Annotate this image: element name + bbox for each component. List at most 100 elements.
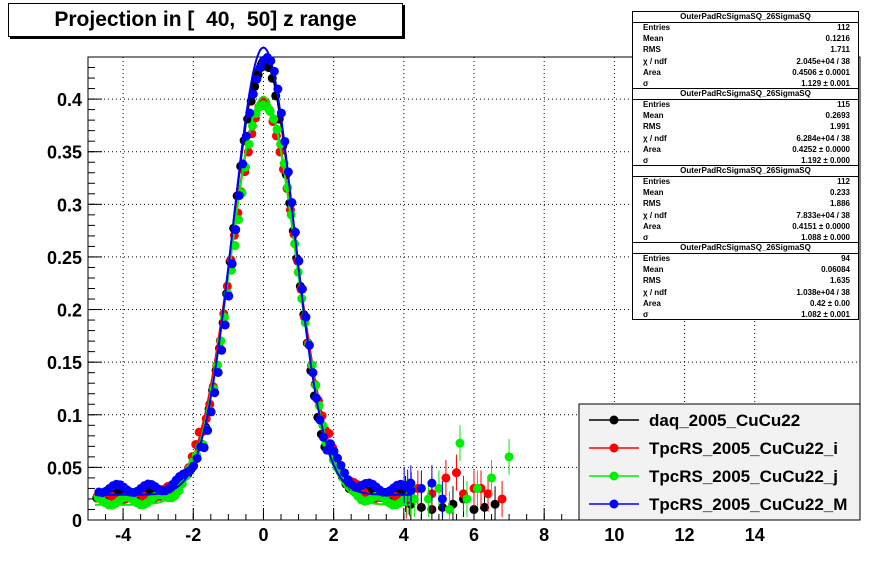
stats-key: σ xyxy=(643,309,649,319)
stats-row: Area 0.4252 ± 0.0000 xyxy=(633,145,858,156)
stats-value: 0.2693 xyxy=(825,111,850,121)
stats-value: 0.42 ± 0.00 xyxy=(810,298,850,308)
stats-row: RMS 1.635 xyxy=(633,276,858,287)
data-point xyxy=(487,473,497,483)
data-point xyxy=(192,453,202,463)
data-point xyxy=(280,136,290,146)
legend-label: TpcRS_2005_CuCu22_j xyxy=(649,467,838,486)
data-point xyxy=(216,336,226,346)
stats-title: OuterPadRcSigmaSQ_26SigmaSQ xyxy=(633,89,858,100)
stats-key: RMS xyxy=(643,199,661,209)
data-point xyxy=(462,494,472,504)
stats-key: χ / ndf xyxy=(643,56,667,66)
stats-box: OuterPadRcSigmaSQ_26SigmaSQ Entries 115 Mea… xyxy=(632,88,859,166)
data-point xyxy=(308,368,318,378)
data-point xyxy=(469,504,479,514)
data-point xyxy=(286,210,296,220)
data-point xyxy=(325,439,335,449)
data-point xyxy=(304,340,314,350)
data-point xyxy=(234,191,244,201)
data-point xyxy=(287,198,297,208)
data-point xyxy=(315,415,325,425)
legend-box xyxy=(578,403,861,521)
data-point xyxy=(427,478,437,488)
stats-row: Area 0.4506 ± 0.0001 xyxy=(633,68,858,79)
stats-row: σ 1.192 ± 0.000 xyxy=(633,156,858,167)
stats-row: σ 1.082 ± 0.001 xyxy=(633,310,858,321)
legend-label: TpcRS_2005_CuCu22_i xyxy=(649,439,838,458)
data-point xyxy=(244,139,254,149)
chart-title: Projection in [ 40, 50] z range xyxy=(54,8,357,31)
data-point xyxy=(329,446,339,456)
stats-row: σ 1.088 ± 0.000 xyxy=(633,233,858,244)
y-tick-label: 0.35 xyxy=(47,143,82,163)
data-point xyxy=(234,215,244,225)
data-point xyxy=(504,452,514,462)
data-point xyxy=(203,425,213,435)
stats-value: 94 xyxy=(841,254,850,263)
data-point xyxy=(332,453,342,463)
data-point xyxy=(455,438,465,448)
data-point xyxy=(301,312,311,322)
x-tick-label: 2 xyxy=(329,525,339,545)
stats-row: χ / ndf 1.038e+04 / 38 xyxy=(633,288,858,299)
stats-row: σ 1.129 ± 0.001 xyxy=(633,79,858,90)
data-point xyxy=(199,443,209,453)
stats-title: OuterPadRcSigmaSQ_26SigmaSQ xyxy=(633,243,858,254)
legend-marker xyxy=(609,415,619,425)
data-point xyxy=(434,483,444,493)
stats-key: χ / ndf xyxy=(643,133,667,143)
data-point xyxy=(473,483,483,493)
stats-value: 1.082 ± 0.001 xyxy=(801,309,850,319)
data-point xyxy=(423,494,433,504)
stats-key: RMS xyxy=(643,122,661,132)
stats-value: 115 xyxy=(837,100,850,109)
x-tick-label: 4 xyxy=(399,525,409,545)
data-point xyxy=(265,106,275,116)
data-point xyxy=(297,284,307,294)
data-point xyxy=(241,131,251,141)
data-point xyxy=(441,473,451,483)
stats-row: Entries 112 xyxy=(633,177,858,188)
data-point xyxy=(276,108,286,118)
stats-panel: OuterPadRcSigmaSQ_26SigmaSQ Entries 112 Mea… xyxy=(632,11,859,320)
y-tick-label: 0.3 xyxy=(57,195,82,215)
x-tick-label: 14 xyxy=(745,525,765,545)
stats-value: 2.045e+04 / 38 xyxy=(796,56,850,66)
x-tick-label: 6 xyxy=(469,525,479,545)
data-point xyxy=(490,499,500,509)
data-point xyxy=(206,407,216,417)
stats-value: 0.233 xyxy=(829,188,850,198)
data-point xyxy=(409,494,419,504)
stats-value: 112 xyxy=(837,23,850,32)
data-point xyxy=(213,367,223,377)
data-point xyxy=(340,468,350,478)
stats-row: Entries 112 xyxy=(633,23,858,34)
data-point xyxy=(210,388,220,398)
stats-key: σ xyxy=(643,155,649,165)
legend-label: TpcRS_2005_CuCu22_M xyxy=(649,495,847,514)
stats-key: χ / ndf xyxy=(643,287,667,297)
data-point xyxy=(245,108,255,118)
legend-marker xyxy=(609,471,619,481)
stats-box: OuterPadRcSigmaSQ_26SigmaSQ Entries 94 Mean… xyxy=(632,242,859,320)
stats-value: 0.4151 ± 0.0000 xyxy=(792,221,850,231)
stats-key: Mean xyxy=(643,34,664,44)
stats-value: 1.192 ± 0.000 xyxy=(801,155,850,165)
stats-value: 0.4506 ± 0.0001 xyxy=(792,67,850,77)
stats-row: χ / ndf 2.045e+04 / 38 xyxy=(633,57,858,68)
y-tick-label: 0.4 xyxy=(57,90,82,110)
stats-title: OuterPadRcSigmaSQ_26SigmaSQ xyxy=(633,166,858,177)
data-point xyxy=(227,259,237,269)
stats-value: 112 xyxy=(837,177,850,186)
y-tick-label: 0.15 xyxy=(47,353,82,373)
stats-box: OuterPadRcSigmaSQ_26SigmaSQ Entries 112 Mea… xyxy=(632,11,859,89)
x-tick-label: -2 xyxy=(185,525,201,545)
stats-row: RMS 1.711 xyxy=(633,45,858,56)
stats-key: Area xyxy=(643,144,661,154)
x-tick-label: 8 xyxy=(539,525,549,545)
data-point xyxy=(318,432,328,442)
data-point xyxy=(250,82,260,92)
stats-key: RMS xyxy=(643,276,661,286)
fit-curve xyxy=(95,46,411,496)
